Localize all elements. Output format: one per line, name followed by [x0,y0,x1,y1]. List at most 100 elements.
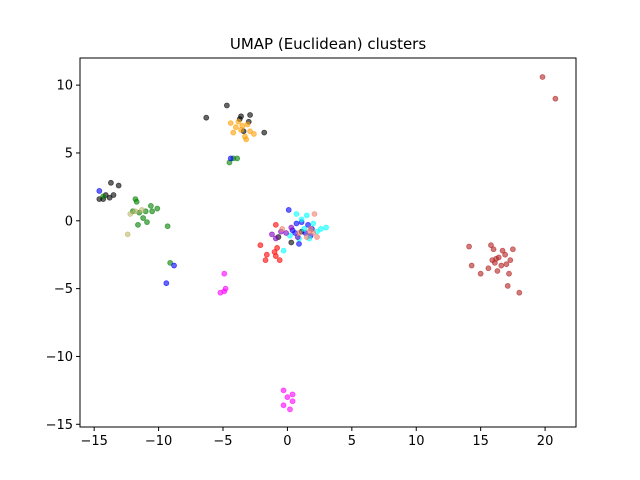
plot-area-frame [79,57,577,428]
data-point [287,406,293,413]
x-tick-label: −15 [80,434,107,449]
data-point [239,122,246,129]
data-point [222,285,229,292]
data-point [133,198,140,205]
data-point [305,221,311,228]
data-point [280,387,287,394]
data-point [238,113,244,120]
data-point [283,230,290,236]
x-axis: −15 −10 −5 0 5 10 15 20 [80,427,553,449]
data-point [318,226,324,232]
data-point [279,226,286,232]
data-point [494,268,501,274]
data-point [108,179,114,186]
data-point [234,155,241,162]
data-point [296,230,302,236]
scatter-points [96,74,559,413]
data-point [167,259,174,266]
data-point [272,235,279,242]
data-point [163,280,170,287]
data-point [506,270,512,277]
data-point [127,211,134,217]
data-point [280,247,287,254]
data-point [230,129,237,136]
data-point [503,261,510,268]
data-point [539,74,546,80]
x-tick-label: −10 [145,434,172,449]
data-point [261,129,268,136]
data-point [203,114,210,121]
data-point [149,208,156,215]
data-point [307,226,314,232]
data-point [287,232,293,239]
data-point [96,188,103,194]
data-point [154,205,161,212]
data-point [280,402,287,409]
y-axis: 10 5 0 −5 −10 −15 [46,79,80,433]
data-point [227,120,234,127]
data-point [227,155,234,162]
data-point [468,262,475,269]
data-point [516,289,523,296]
data-point [466,243,472,250]
x-tick-label: −5 [213,434,232,449]
x-tick-label: 5 [348,434,356,449]
data-point [490,246,497,253]
data-point [132,208,139,215]
data-point [262,257,269,264]
y-tick-label: −10 [46,350,73,365]
x-tick-label: 15 [472,434,489,449]
data-point [301,226,308,232]
data-point [488,242,494,249]
x-tick-label: 10 [408,434,425,449]
data-point [284,394,291,401]
y-tick-label: −15 [46,418,73,433]
data-point [323,224,329,231]
data-point [235,118,242,125]
data-point [498,262,505,269]
data-point [552,95,559,102]
data-point [140,215,147,221]
data-point [247,128,253,135]
data-point [223,102,230,109]
data-point [288,239,295,246]
data-point [269,231,275,238]
data-point [293,211,300,217]
y-tick-label: 0 [65,214,73,229]
data-point [243,136,250,143]
data-point [115,182,122,189]
data-point [499,247,506,254]
data-point [164,223,171,230]
y-tick-label: 10 [56,79,73,94]
data-point [276,257,283,264]
x-tick-label: 20 [537,434,554,449]
chart-title: UMAP (Euclidean) clusters [230,35,426,53]
data-point [274,245,281,251]
data-point [232,124,239,131]
data-point [303,234,310,240]
data-point [124,231,131,238]
data-point [110,192,117,198]
data-point [135,221,141,228]
data-point [100,193,107,200]
data-point [257,242,264,249]
data-point [314,234,320,240]
x-tick-label: 0 [283,434,291,449]
data-point [247,112,253,118]
y-tick-label: −5 [54,282,73,297]
data-point [244,121,251,128]
data-point [285,207,292,213]
data-point [296,240,302,247]
data-point [504,283,511,289]
data-point [310,230,317,236]
data-point [477,270,484,277]
data-point [272,253,279,259]
data-point [272,221,279,228]
data-point [502,251,509,258]
data-point [289,398,296,405]
data-point [298,216,305,223]
data-point [493,255,500,262]
data-point [485,265,492,272]
data-point [507,257,514,264]
